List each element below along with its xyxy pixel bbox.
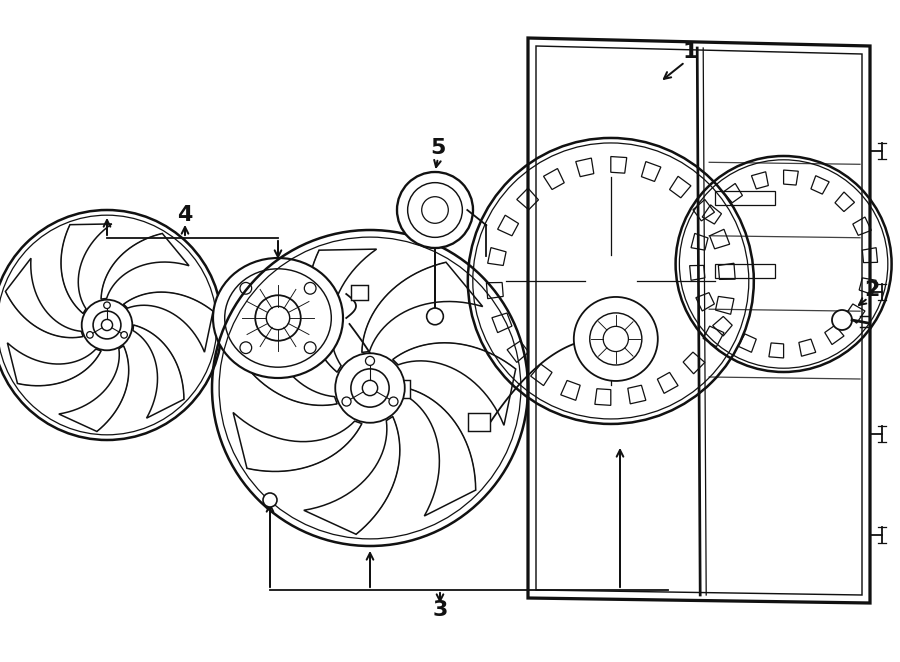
- Text: 1: 1: [682, 42, 698, 62]
- Bar: [716, 191, 775, 205]
- Circle shape: [832, 310, 852, 330]
- Text: 4: 4: [177, 205, 193, 225]
- Text: 2: 2: [864, 280, 879, 300]
- Bar: [468, 413, 490, 431]
- Text: 5: 5: [430, 138, 446, 158]
- Bar: [352, 285, 368, 300]
- Ellipse shape: [213, 258, 343, 378]
- Circle shape: [335, 354, 405, 423]
- Circle shape: [82, 300, 132, 350]
- Bar: [716, 264, 775, 278]
- Text: 3: 3: [432, 600, 447, 620]
- Circle shape: [427, 308, 444, 325]
- Circle shape: [263, 493, 277, 507]
- Circle shape: [397, 172, 473, 248]
- Bar: [380, 380, 410, 398]
- Circle shape: [574, 297, 658, 381]
